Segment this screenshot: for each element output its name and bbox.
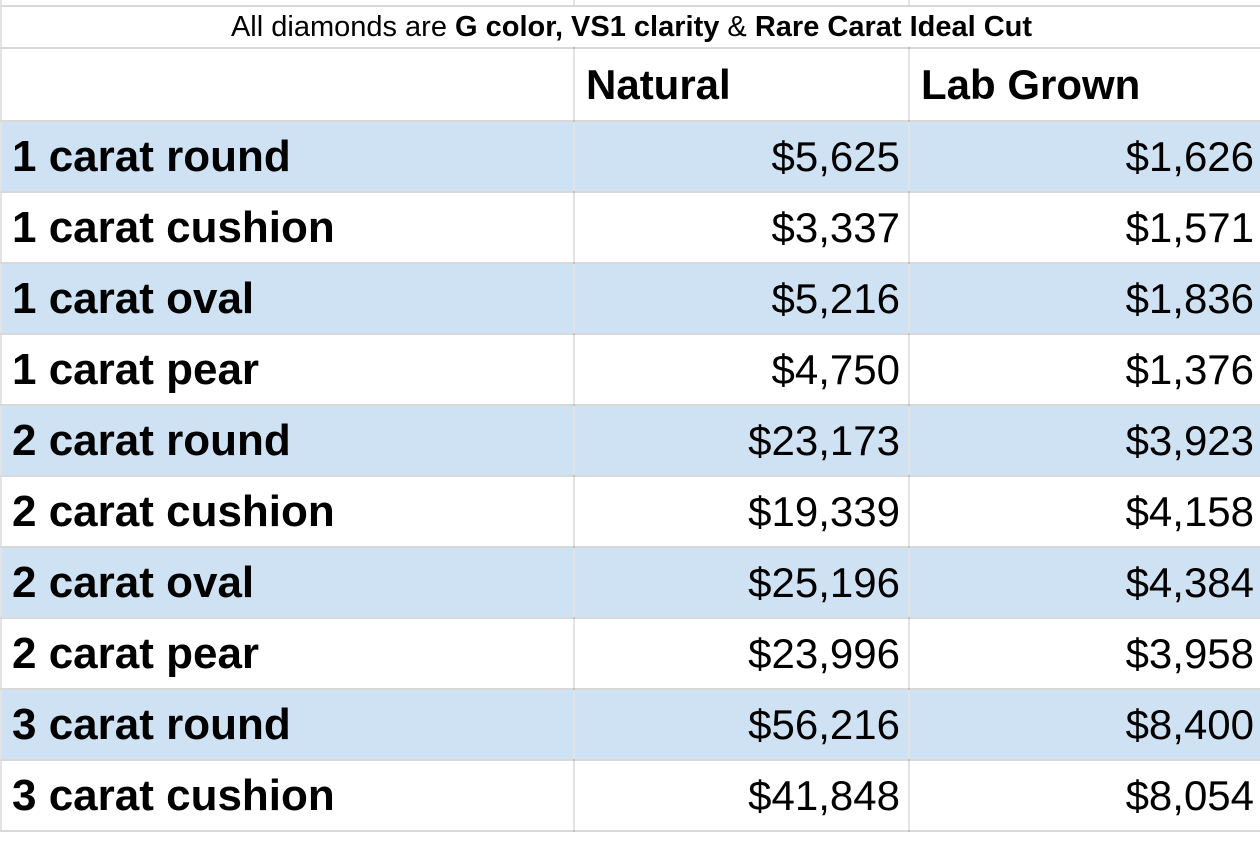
title-bold-cut-text: Rare Carat Ideal Cut (754, 10, 1033, 43)
cropped-top-row-remnant (0, 0, 1260, 7)
natural-price-cell[interactable]: $5,625 (574, 121, 910, 193)
diamond-price-comparison-sheet: All diamonds are G color, VS1 clarity & … (0, 0, 1260, 832)
table-row: 2 carat cushion $19,339 $4,158 (1, 476, 1260, 548)
table-row: 2 carat oval $25,196 $4,384 (1, 547, 1260, 619)
natural-price-cell[interactable]: $23,996 (574, 618, 910, 690)
table-row: 3 carat cushion $41,848 $8,054 (1, 760, 1260, 832)
row-label[interactable]: 1 carat round (1, 121, 575, 193)
natural-price-cell[interactable]: $3,337 (574, 192, 910, 264)
natural-price-cell[interactable]: $23,173 (574, 405, 910, 477)
title-regular-text: All diamonds are (230, 10, 456, 43)
gridline-tick (573, 0, 575, 5)
column-header-row: Natural Lab Grown (1, 48, 1260, 122)
lab-grown-price-cell[interactable]: $1,376 (909, 334, 1260, 406)
table-title-row: All diamonds are G color, VS1 clarity & … (1, 7, 1260, 49)
lab-grown-price-cell[interactable]: $1,836 (909, 263, 1260, 335)
column-header-lab-grown[interactable]: Lab Grown (909, 48, 1260, 122)
row-label[interactable]: 2 carat cushion (1, 476, 575, 548)
table-row: 1 carat oval $5,216 $1,836 (1, 263, 1260, 335)
row-label[interactable]: 3 carat cushion (1, 760, 575, 832)
column-header-natural[interactable]: Natural (574, 48, 910, 122)
lab-grown-price-cell[interactable]: $4,158 (909, 476, 1260, 548)
table-row: 3 carat round $56,216 $8,400 (1, 689, 1260, 761)
natural-price-cell[interactable]: $4,750 (574, 334, 910, 406)
natural-price-cell[interactable]: $25,196 (574, 547, 910, 619)
lab-grown-price-cell[interactable]: $1,626 (909, 121, 1260, 193)
lab-grown-price-cell[interactable]: $3,923 (909, 405, 1260, 477)
column-header-blank[interactable] (1, 48, 575, 122)
table-row: 2 carat round $23,173 $3,923 (1, 405, 1260, 477)
gridline-tick (908, 0, 910, 5)
natural-price-cell[interactable]: $41,848 (574, 760, 910, 832)
lab-grown-price-cell[interactable]: $8,054 (909, 760, 1260, 832)
natural-price-cell[interactable]: $5,216 (574, 263, 910, 335)
lab-grown-price-cell[interactable]: $8,400 (909, 689, 1260, 761)
table-row: 1 carat round $5,625 $1,626 (1, 121, 1260, 193)
table-row: 1 carat cushion $3,337 $1,571 (1, 192, 1260, 264)
lab-grown-price-cell[interactable]: $4,384 (909, 547, 1260, 619)
table-row: 1 carat pear $4,750 $1,376 (1, 334, 1260, 406)
diamond-price-table: All diamonds are G color, VS1 clarity & … (0, 7, 1260, 832)
row-label[interactable]: 3 carat round (1, 689, 575, 761)
table-row: 2 carat pear $23,996 $3,958 (1, 618, 1260, 690)
row-label[interactable]: 2 carat oval (1, 547, 575, 619)
title-bold-clarity-text: G color, VS1 clarity (455, 10, 720, 43)
natural-price-cell[interactable]: $19,339 (574, 476, 910, 548)
row-label[interactable]: 2 carat pear (1, 618, 575, 690)
title-ampersand-text: & (719, 10, 755, 43)
lab-grown-price-cell[interactable]: $1,571 (909, 192, 1260, 264)
row-label[interactable]: 1 carat pear (1, 334, 575, 406)
row-label[interactable]: 1 carat cushion (1, 192, 575, 264)
natural-price-cell[interactable]: $56,216 (574, 689, 910, 761)
row-label[interactable]: 1 carat oval (1, 263, 575, 335)
row-label[interactable]: 2 carat round (1, 405, 575, 477)
lab-grown-price-cell[interactable]: $3,958 (909, 618, 1260, 690)
table-title: All diamonds are G color, VS1 clarity & … (1, 7, 1260, 49)
